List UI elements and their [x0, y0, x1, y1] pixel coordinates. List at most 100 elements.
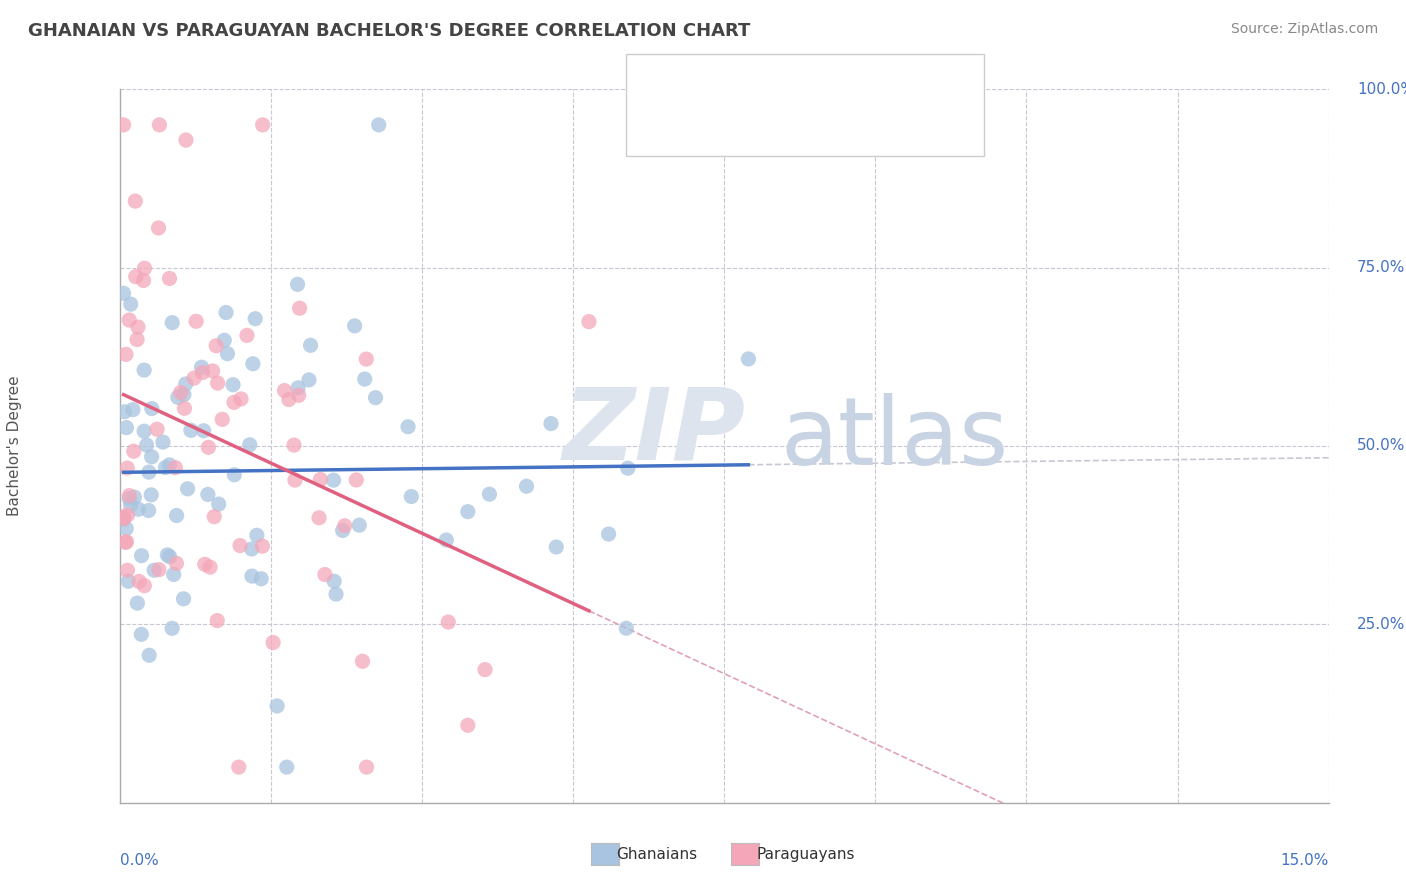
Point [115, 420, 138, 434]
Point [125, 333, 148, 347]
Point [190, 360, 212, 375]
Point [457, 505, 479, 519]
Text: 100.0%: 100.0% [1357, 82, 1406, 96]
Point [578, 315, 600, 329]
Point [165, 557, 187, 571]
Text: Ghanaians: Ghanaians [616, 847, 697, 862]
Point [308, 510, 330, 524]
Point [118, 491, 141, 506]
Point [262, 635, 284, 649]
Point [112, 511, 135, 525]
Point [207, 376, 229, 390]
Point [122, 444, 145, 458]
Point [160, 621, 183, 635]
Point [186, 314, 208, 328]
Point [401, 490, 423, 504]
Point [617, 461, 640, 475]
Text: Source: ZipAtlas.com: Source: ZipAtlas.com [1230, 22, 1378, 37]
Text: 75.0%: 75.0% [1357, 260, 1405, 275]
Point [266, 698, 288, 713]
Point [288, 301, 311, 316]
Point [333, 518, 356, 533]
Point [614, 621, 637, 635]
Point [478, 487, 501, 501]
Point [314, 567, 336, 582]
Point [353, 372, 375, 386]
Point [127, 502, 149, 516]
Point [546, 540, 568, 554]
Point [193, 424, 215, 438]
Point [132, 273, 155, 287]
Point [277, 392, 299, 407]
Point [141, 401, 163, 416]
Point [112, 512, 135, 526]
Point [112, 510, 135, 524]
Point [229, 392, 252, 406]
Text: ZIP: ZIP [562, 384, 745, 480]
Point [118, 489, 141, 503]
Point [174, 377, 197, 392]
Point [287, 388, 309, 402]
Point [115, 534, 138, 549]
Text: N = 68: N = 68 [792, 121, 853, 139]
Point [163, 567, 186, 582]
Point [276, 760, 298, 774]
Point [356, 760, 378, 774]
Point [117, 574, 139, 589]
Text: Paraguayans: Paraguayans [756, 847, 855, 862]
Point [214, 333, 236, 347]
Text: 15.0%: 15.0% [1281, 853, 1329, 868]
Point [287, 381, 309, 395]
Point [176, 482, 198, 496]
Point [367, 118, 389, 132]
Point [138, 465, 160, 479]
Point [117, 563, 139, 577]
Point [159, 458, 181, 472]
Point [143, 563, 166, 577]
Point [156, 548, 179, 562]
Point [208, 497, 231, 511]
Point [273, 384, 295, 398]
Point [322, 473, 344, 487]
Point [114, 405, 136, 419]
Point [194, 558, 217, 572]
Point [152, 435, 174, 450]
Point [159, 271, 181, 285]
Point [250, 572, 273, 586]
Point [131, 627, 153, 641]
Text: N = 83: N = 83 [792, 73, 853, 91]
Point [201, 364, 224, 378]
Point [239, 438, 262, 452]
Point [299, 338, 322, 352]
Point [352, 654, 374, 668]
Point [287, 277, 309, 292]
Point [240, 569, 263, 583]
Point [148, 221, 170, 235]
Point [284, 473, 307, 487]
Point [131, 549, 153, 563]
Text: 0.0%: 0.0% [120, 853, 159, 868]
Point [174, 133, 197, 147]
Point [217, 347, 239, 361]
Point [205, 339, 228, 353]
Point [332, 524, 354, 538]
Point [222, 377, 245, 392]
Point [323, 574, 346, 589]
Point [474, 663, 496, 677]
Point [183, 371, 205, 385]
Point [134, 261, 156, 276]
Point [737, 351, 759, 366]
Point [124, 194, 146, 208]
Point [242, 357, 264, 371]
Point [148, 118, 170, 132]
Text: 50.0%: 50.0% [1357, 439, 1405, 453]
Point [127, 320, 149, 334]
Text: -0.195: -0.195 [714, 121, 773, 139]
Point [118, 313, 141, 327]
Point [245, 311, 267, 326]
Point [228, 760, 250, 774]
Point [112, 118, 135, 132]
Point [146, 422, 169, 436]
Point [115, 461, 138, 475]
Point [540, 417, 562, 431]
